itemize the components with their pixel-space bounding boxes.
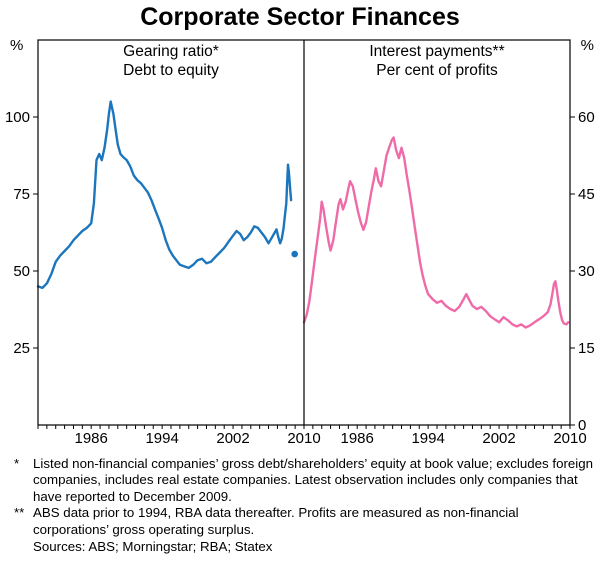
x-tick-label: 2010 xyxy=(553,430,586,447)
footnote-marker: ** xyxy=(14,505,25,521)
latest-observation-dot xyxy=(291,250,298,258)
x-tick-label: 1986 xyxy=(341,430,374,447)
y-tick-label: 100 xyxy=(5,109,30,126)
y-tick-label: 75 xyxy=(13,186,30,203)
y-tick-label: 60 xyxy=(578,109,595,126)
x-tick-label: 1994 xyxy=(411,430,444,447)
x-tick-label: 2002 xyxy=(482,430,515,447)
right-panel-header: Interest payments** Per cent of profits xyxy=(304,42,570,81)
right-panel-subtitle: Per cent of profits xyxy=(376,62,498,80)
y-tick-label: 45 xyxy=(578,186,595,203)
chart-canvas: 1986 1994 2002 2010 25 50 75 100 1986 1994 2002 201… xyxy=(5,39,595,447)
y-tick-label: 15 xyxy=(578,340,595,357)
footnotes: * Listed non-financial companies’ gross … xyxy=(14,456,594,556)
right-axis-unit: % xyxy=(580,37,594,54)
footnote-gearing: * Listed non-financial companies’ gross … xyxy=(14,456,594,505)
left-panel-subtitle: Debt to equity xyxy=(123,62,219,80)
y-tick-label: 50 xyxy=(13,263,30,280)
x-tick-label: 2010 xyxy=(287,430,320,447)
y-tick-label: 0 xyxy=(578,417,586,434)
footnote-marker: * xyxy=(14,456,20,471)
y-tick-label: 30 xyxy=(578,263,595,280)
footnote-text: ABS data prior to 1994, RBA data thereaf… xyxy=(33,505,519,537)
gearing-ratio-line xyxy=(36,100,293,290)
plot-border xyxy=(37,39,571,426)
chart-title: Corporate Sector Finances xyxy=(140,3,460,31)
x-tick-label: 2002 xyxy=(216,430,249,447)
x-tick-label: 1994 xyxy=(145,430,178,447)
y-tick-label: 25 xyxy=(13,340,30,357)
interest-payments-line xyxy=(302,136,570,329)
x-tick-label: 1986 xyxy=(75,430,108,447)
left-panel-header: Gearing ratio* Debt to equity xyxy=(38,42,304,81)
sources-line: Sources: ABS; Morningstar; RBA; Statex xyxy=(33,539,273,555)
left-axis-unit: % xyxy=(10,37,24,54)
left-panel-title: Gearing ratio* xyxy=(123,43,219,60)
right-panel-title: Interest payments** xyxy=(369,43,505,60)
footnote-interest: ** ABS data prior to 1994, RBA data ther… xyxy=(14,505,594,538)
footnote-text: Listed non-financial companies’ gross de… xyxy=(33,456,594,504)
